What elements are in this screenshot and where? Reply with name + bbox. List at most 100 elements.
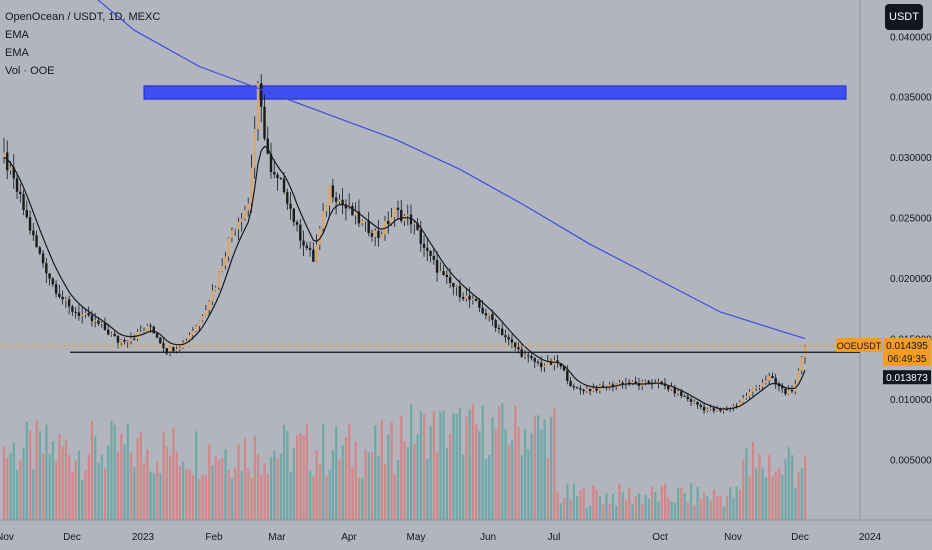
volume-bar: [250, 477, 253, 520]
volume-bar: [768, 455, 771, 520]
volume-bar: [468, 409, 471, 520]
candle-body: [455, 286, 458, 288]
ema-indicator-1[interactable]: EMA: [5, 29, 29, 41]
candle-body: [191, 330, 195, 336]
candle-body: [474, 298, 478, 301]
volume-bar: [624, 500, 628, 520]
volume-bar: [338, 459, 341, 520]
candle-body: [546, 361, 549, 366]
last-price-label: 0.014395: [886, 341, 928, 352]
volume-bar: [126, 423, 129, 520]
candle-body: [458, 286, 462, 298]
candle-body: [357, 211, 361, 224]
candle-body: [51, 278, 55, 285]
resistance-zone[interactable]: [143, 85, 847, 100]
candle-body: [380, 234, 383, 239]
volume-bar: [214, 456, 217, 520]
volume-bar: [693, 505, 696, 520]
symbol-title[interactable]: OpenOcean / USDT, 1D, MEXC: [5, 11, 161, 23]
candle-body: [393, 207, 396, 218]
y-tick-label: 0.005000: [890, 456, 932, 467]
volume-bar: [637, 493, 641, 520]
volume-bar: [276, 458, 279, 520]
volume-bar: [634, 496, 637, 520]
candle-body: [566, 370, 569, 381]
volume-bar: [406, 447, 409, 520]
volume-bar: [279, 453, 282, 520]
volume-bar: [237, 444, 240, 520]
candle-body: [500, 328, 504, 336]
candle-body: [367, 220, 370, 234]
candle-body: [126, 340, 129, 342]
candle-body: [800, 357, 803, 371]
candle-body: [256, 83, 260, 130]
candle-body: [308, 247, 312, 250]
volume-bar: [797, 472, 800, 520]
volume-bar: [582, 487, 585, 520]
candle-body: [719, 409, 722, 411]
candle-body: [647, 381, 650, 384]
candle-body: [504, 335, 507, 338]
volume-bar: [507, 444, 510, 520]
volume-bar: [686, 502, 689, 520]
candle-body: [146, 325, 149, 332]
volume-bar: [22, 447, 25, 520]
volume-bar: [191, 475, 195, 520]
candle-body: [74, 311, 77, 313]
volume-bar: [618, 483, 621, 520]
candle-body: [738, 402, 742, 407]
candle-body: [48, 273, 51, 279]
volume-bar: [413, 443, 416, 520]
volume-bar: [494, 428, 497, 520]
currency-button[interactable]: USDT: [885, 4, 923, 30]
volume-bar: [602, 504, 605, 520]
candle-body: [360, 220, 364, 224]
volume-bar: [706, 495, 709, 520]
volume-bar: [84, 470, 87, 520]
volume-bar: [585, 507, 589, 520]
candle-body: [624, 382, 628, 384]
candle-body: [120, 339, 123, 343]
x-tick-label: Nov: [724, 532, 742, 543]
candle-body: [38, 247, 42, 254]
candle-body: [549, 361, 553, 365]
volume-bar: [38, 431, 42, 520]
candle-body: [702, 406, 706, 411]
line-price-tag-bg: [883, 370, 931, 385]
volume-bar: [25, 421, 28, 520]
volume-bar: [569, 499, 572, 520]
candle-body: [627, 382, 631, 384]
candle-body: [351, 206, 354, 216]
candle-body: [25, 210, 28, 218]
ema-indicator-2[interactable]: EMA: [5, 47, 29, 59]
candle-body: [110, 333, 113, 335]
volume-bar: [790, 454, 794, 520]
candle-body: [45, 263, 48, 274]
volume-bar: [598, 496, 602, 520]
volume-bar: [748, 475, 751, 520]
candle-body: [722, 408, 725, 411]
candle-body: [97, 320, 100, 324]
candle-body: [510, 339, 514, 343]
volume-indicator[interactable]: Vol · OOE: [5, 65, 55, 77]
volume-bar: [305, 424, 309, 520]
volume-bar: [227, 469, 230, 520]
volume-bar: [673, 502, 676, 520]
volume-bar: [129, 452, 133, 520]
candle-body: [123, 339, 126, 342]
volume-bar: [156, 461, 159, 520]
volume-bar: [162, 431, 165, 520]
volume-bar: [543, 419, 546, 520]
candle-body: [787, 390, 790, 394]
candle-body: [162, 343, 165, 349]
y-tick-label: 0.040000: [890, 32, 932, 43]
candle-body: [211, 290, 214, 302]
candle-body: [370, 233, 374, 237]
volume-bar: [16, 470, 19, 520]
candle-body: [181, 342, 185, 348]
candle-body: [185, 340, 188, 343]
volume-bar: [315, 450, 318, 520]
volume-bar: [680, 488, 683, 520]
candle-body: [106, 329, 110, 335]
